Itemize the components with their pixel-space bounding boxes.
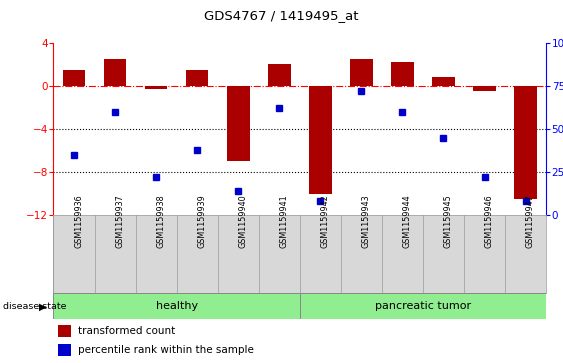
Text: GSM1159940: GSM1159940 xyxy=(238,195,247,248)
Text: GDS4767 / 1419495_at: GDS4767 / 1419495_at xyxy=(204,9,359,22)
Text: percentile rank within the sample: percentile rank within the sample xyxy=(78,345,254,355)
Bar xyxy=(145,86,167,89)
Bar xyxy=(350,59,373,86)
Bar xyxy=(53,293,300,319)
Bar xyxy=(473,86,496,91)
Text: disease state: disease state xyxy=(3,302,66,311)
Bar xyxy=(432,77,455,86)
Text: GSM1159946: GSM1159946 xyxy=(485,195,494,248)
Text: GSM1159937: GSM1159937 xyxy=(115,195,124,248)
Text: pancreatic tumor: pancreatic tumor xyxy=(375,301,471,311)
Bar xyxy=(62,70,86,86)
Bar xyxy=(268,64,291,86)
Bar xyxy=(300,293,546,319)
Text: GSM1159945: GSM1159945 xyxy=(444,195,453,248)
Text: GSM1159938: GSM1159938 xyxy=(156,195,165,248)
Text: GSM1159942: GSM1159942 xyxy=(320,195,329,248)
Bar xyxy=(186,70,208,86)
Text: GSM1159947: GSM1159947 xyxy=(526,195,535,248)
Bar xyxy=(391,62,414,86)
Bar xyxy=(514,86,537,199)
Text: transformed count: transformed count xyxy=(78,326,175,336)
Text: healthy: healthy xyxy=(155,301,198,311)
Bar xyxy=(309,86,332,194)
Text: GSM1159941: GSM1159941 xyxy=(279,195,288,248)
Text: ▶: ▶ xyxy=(39,301,47,311)
Bar xyxy=(59,344,71,356)
Text: GSM1159944: GSM1159944 xyxy=(403,195,412,248)
Bar xyxy=(59,325,71,337)
Text: GSM1159939: GSM1159939 xyxy=(197,195,206,248)
Text: GSM1159943: GSM1159943 xyxy=(361,195,370,248)
Bar xyxy=(227,86,249,162)
Text: GSM1159936: GSM1159936 xyxy=(74,195,83,248)
Bar xyxy=(104,59,126,86)
